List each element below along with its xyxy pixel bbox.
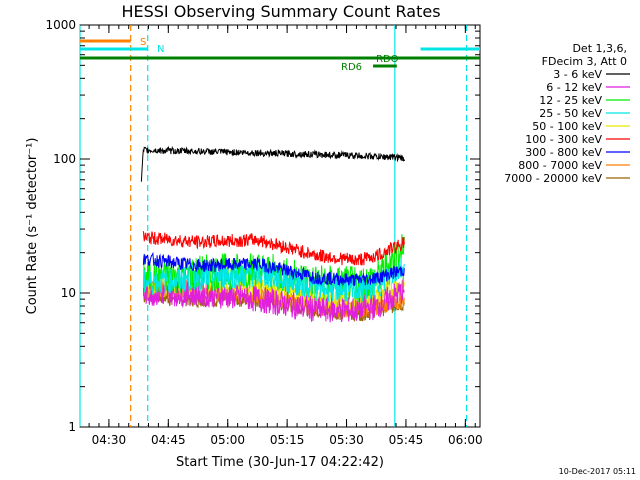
y-tick-label: 10	[61, 286, 76, 300]
date-stamp: 10-Dec-2017 05:11	[559, 467, 636, 476]
x-tick-label: 04:30	[92, 433, 127, 447]
legend-entry-label: 50 - 100 keV	[532, 120, 602, 133]
flag-label-s: S	[140, 37, 146, 48]
legend-entry-label: 6 - 12 keV	[546, 81, 602, 94]
chart-title: HESSI Observing Summary Count Rates	[121, 2, 440, 21]
x-tick-label: 06:00	[448, 433, 483, 447]
series-line-300-800-kev	[142, 251, 405, 286]
legend-entry-label: 12 - 25 keV	[539, 94, 602, 107]
x-tick-label: 05:30	[329, 433, 364, 447]
legend-header-line: FDecim 3, Att 0	[542, 55, 627, 68]
axis-ticks: 04:30 04:45 05:00 05:15 05:30 05:45 06:00 1 10 10…	[45, 18, 482, 447]
y-axis-label: Count Rate (s⁻¹ detector⁻¹)	[25, 138, 40, 315]
data-series	[140, 145, 406, 323]
flag-label-rdo: RDO	[376, 54, 399, 65]
y-tick-label: 1	[68, 420, 76, 434]
time-markers	[79, 25, 468, 427]
series-line-6-12-kev	[142, 279, 405, 323]
series-line-100-300-kev	[142, 231, 405, 266]
legend-entry-label: 800 - 7000 keV	[518, 159, 602, 172]
y-tick-label: 100	[53, 152, 76, 166]
legend-header-line: Det 1,3,6,	[572, 42, 627, 55]
series-line-25-50-kev	[142, 257, 405, 302]
observing-flags: SN RDO RD6	[80, 37, 480, 73]
x-axis-label: Start Time (30-Jun-17 04:22:42)	[176, 455, 384, 470]
legend-entry-label: 100 - 300 keV	[525, 133, 602, 146]
legend-entry-label: 7000 - 20000 keV	[504, 172, 602, 185]
y-tick-label: 1000	[45, 18, 76, 32]
x-tick-label: 04:45	[151, 433, 186, 447]
legend-entry-label: 3 - 6 keV	[553, 68, 602, 81]
legend-entry-label: 25 - 50 keV	[539, 107, 602, 120]
x-tick-label: 05:45	[389, 433, 424, 447]
legend-entry-label: 300 - 800 keV	[525, 146, 602, 159]
plot-frame	[79, 24, 481, 428]
x-tick-label: 05:15	[270, 433, 305, 447]
x-tick-label: 05:00	[210, 433, 245, 447]
series-line-3-6-kev	[140, 145, 406, 182]
flag-label-n: N	[157, 44, 164, 55]
flag-label-rd6: RD6	[341, 62, 362, 73]
